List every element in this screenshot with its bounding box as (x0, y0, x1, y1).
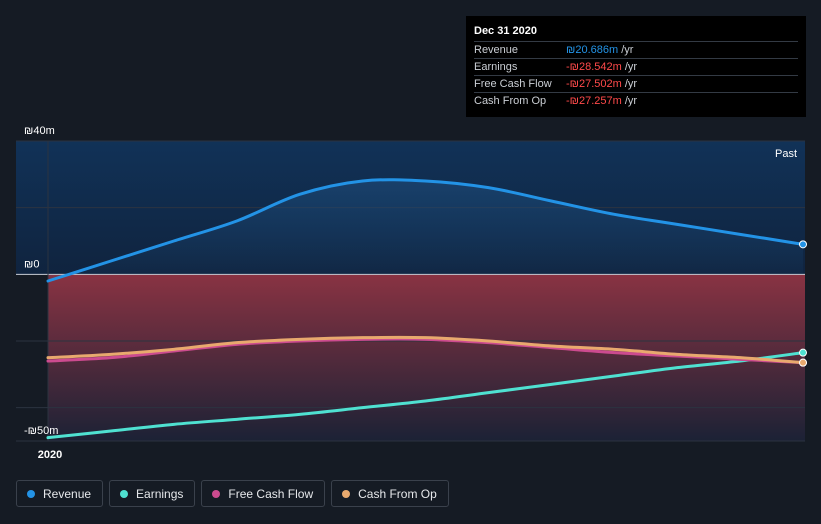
series-end-point-revenue (799, 240, 807, 249)
series-line-earnings (46, 351, 805, 440)
legend: Revenue Earnings Free Cash Flow Cash Fro… (16, 480, 449, 507)
tooltip-label: Revenue (474, 44, 519, 56)
series-end-point-earnings (799, 348, 807, 357)
series-layer (46, 178, 807, 440)
legend-dot-icon (27, 489, 35, 498)
tooltip-value: -₪27.502m (566, 78, 622, 90)
y-axis-ticks: ₪40m ₪0 -₪50m (24, 125, 58, 437)
tooltip-value: -₪27.257m (566, 95, 622, 107)
tooltip-label: Earnings (474, 61, 518, 73)
series-line-cash-from-op (46, 335, 805, 365)
tooltip-title: Dec 31 2020 (474, 25, 537, 37)
series-line-revenue (46, 178, 805, 283)
legend-label: Earnings (136, 486, 184, 501)
series-area-revenue (48, 179, 803, 281)
tooltip: Dec 31 2020 Revenue ₪20.686m /yr Earning… (466, 16, 806, 117)
tooltip-label: Cash From Op (474, 95, 547, 107)
tooltip-unit: /yr (621, 44, 634, 56)
y-tick-label: -₪50m (24, 425, 58, 437)
x-tick-label: 2020 (38, 449, 62, 461)
tooltip-unit: /yr (624, 61, 638, 73)
legend-item-free-cash-flow[interactable]: Free Cash Flow (201, 480, 326, 507)
legend-label: Cash From Op (358, 486, 437, 501)
legend-item-cash-from-op[interactable]: Cash From Op (331, 480, 449, 507)
tooltip-value: -₪28.542m (566, 61, 622, 73)
tooltip-unit: /yr (624, 78, 638, 90)
tooltip-label: Free Cash Flow (474, 78, 552, 90)
legend-label: Revenue (43, 486, 92, 501)
tooltip-row-free-cash-flow: Free Cash Flow -₪27.502m /yr (474, 75, 798, 92)
legend-dot-icon (212, 489, 221, 498)
x-axis-ticks: 2020 (38, 449, 62, 461)
tooltip-row-cash-from-op: Cash From Op -₪27.257m /yr (474, 92, 798, 109)
past-label: Past (775, 148, 797, 160)
legend-item-revenue[interactable]: Revenue (16, 480, 104, 507)
tooltip-unit: /yr (624, 95, 638, 107)
tooltip-row-revenue: Revenue ₪20.686m /yr (474, 41, 798, 58)
tooltip-row-earnings: Earnings -₪28.542m /yr (474, 58, 798, 75)
y-tick-label: ₪40m (24, 125, 55, 137)
legend-item-earnings[interactable]: Earnings (109, 480, 196, 507)
legend-label: Free Cash Flow (228, 486, 314, 501)
series-line-free-cash-flow (46, 337, 805, 365)
y-tick-label: ₪0 (24, 258, 39, 270)
negative-region (48, 274, 805, 441)
legend-dot-icon (120, 489, 129, 498)
tooltip-value: ₪20.686m (566, 44, 619, 56)
series-end-point-cash-from-op (799, 358, 807, 367)
legend-dot-icon (342, 489, 351, 498)
